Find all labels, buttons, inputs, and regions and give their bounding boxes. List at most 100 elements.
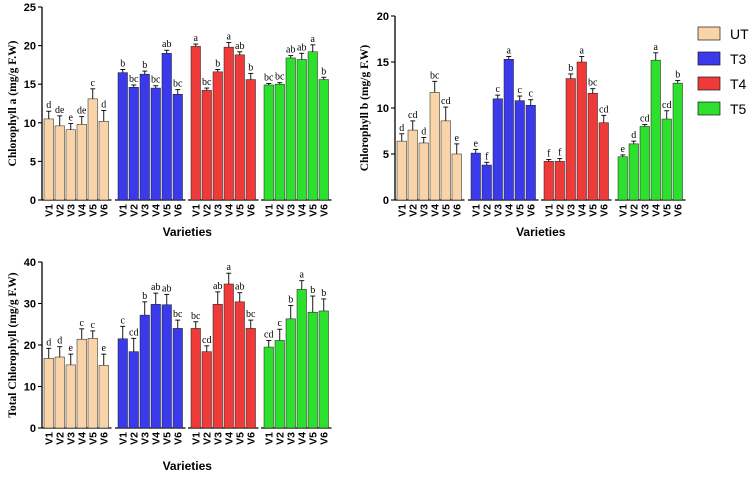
y-tick-label: 25 — [24, 2, 36, 14]
significance-letter: d — [421, 126, 426, 137]
x-tick-label: V5 — [87, 204, 99, 217]
bar-UT-V5 — [440, 120, 451, 201]
bar-T5-V5 — [307, 51, 318, 201]
bar-T4-V5 — [234, 54, 245, 201]
x-tick-label: V1 — [263, 432, 275, 445]
significance-letter: c — [518, 85, 523, 96]
y-tick-label: 10 — [24, 382, 36, 394]
x-tick-label: V4 — [576, 204, 588, 217]
significance-letter: f — [558, 148, 562, 159]
significance-letter: ab — [235, 41, 244, 52]
significance-letter: a — [227, 262, 232, 273]
significance-letter: e — [69, 343, 74, 354]
significance-letter: e — [621, 144, 626, 155]
significance-letter: cd — [441, 96, 450, 107]
bar-T5-V6 — [672, 82, 683, 201]
bar-UT-V2 — [407, 129, 418, 201]
bar-T4-V6 — [245, 79, 256, 201]
bar-T3-V4 — [150, 87, 161, 201]
y-tick-label: 5 — [30, 156, 36, 168]
x-tick-label: V5 — [234, 432, 246, 445]
significance-letter: bc — [430, 70, 440, 81]
significance-letter: ab — [151, 282, 160, 293]
y-tick-label: 15 — [24, 79, 36, 91]
x-tick-label: V6 — [172, 204, 184, 217]
significance-letter: de — [77, 106, 87, 117]
bar-T3-V2 — [128, 351, 139, 429]
significance-letter: c — [529, 89, 534, 100]
total-chlorophyll-chart: 010203040dV1dV2eV3cV4cV5eV6cV1cdV2bV3abV… — [7, 257, 332, 473]
x-tick-label: V4 — [223, 204, 235, 217]
bar-UT-V3 — [418, 142, 429, 201]
chlorophyll-b-chart: 05101520dV1cdV2dV3bcV4cdV5eV6eV1fV2cV3aV… — [359, 11, 686, 239]
x-tick-label: V1 — [43, 204, 55, 217]
bar-UT-V1 — [396, 140, 407, 201]
bar-T3-V4 — [503, 58, 514, 201]
significance-letter: a — [227, 32, 232, 43]
significance-letter: bc — [173, 79, 183, 90]
bar-T4-V6 — [598, 122, 609, 201]
x-tick-label: V5 — [87, 432, 99, 445]
significance-letter: bc — [264, 72, 274, 83]
significance-letter: b — [120, 59, 125, 70]
significance-letter: ab — [213, 281, 222, 292]
significance-letter: a — [300, 270, 305, 281]
bar-T3-V3 — [139, 73, 150, 201]
x-tick-label: V4 — [503, 204, 515, 217]
legend-swatch-T4 — [697, 76, 721, 91]
x-tick-label: V4 — [296, 432, 308, 445]
significance-letter: bc — [151, 75, 161, 86]
significance-letter: ab — [235, 282, 244, 293]
bar-UT-V4 — [76, 338, 87, 429]
bar-T3-V1 — [117, 338, 128, 429]
y-tick-label: 0 — [30, 195, 36, 207]
legend-swatch-T5 — [697, 101, 721, 116]
x-tick-label: V1 — [543, 204, 555, 217]
bar-UT-V5 — [87, 338, 98, 429]
bar-T4-V4 — [576, 61, 587, 201]
x-tick-label: V5 — [161, 204, 173, 217]
bar-T3-V5 — [161, 53, 172, 201]
bar-T5-V2 — [628, 143, 639, 201]
significance-letter: b — [142, 60, 147, 71]
bar-T4-V4 — [223, 46, 234, 201]
significance-letter: bc — [173, 309, 183, 320]
bar-T4-V5 — [587, 93, 598, 201]
significance-letter: b — [568, 63, 573, 74]
x-tick-label: V2 — [201, 432, 213, 445]
significance-letter: c — [80, 318, 85, 329]
x-tick-label: V6 — [672, 204, 684, 217]
bar-T5-V4 — [296, 59, 307, 201]
significance-letter: bc — [246, 309, 256, 320]
x-tick-label: V6 — [451, 204, 463, 217]
significance-letter: ab — [286, 45, 295, 56]
x-tick-label: V2 — [201, 204, 213, 217]
x-tick-label: V5 — [661, 204, 673, 217]
significance-letter: a — [580, 45, 585, 56]
significance-letter: cd — [662, 100, 671, 111]
bar-UT-V6 — [98, 121, 109, 201]
y-tick-label: 20 — [24, 340, 36, 352]
bar-T3-V6 — [172, 328, 183, 429]
x-tick-label: V3 — [65, 204, 77, 217]
significance-letter: b — [675, 69, 680, 80]
bar-UT-V2 — [54, 356, 65, 429]
bar-T3-V2 — [128, 87, 139, 201]
x-tick-label: V4 — [76, 204, 88, 217]
x-tick-label: V6 — [98, 204, 110, 217]
bar-UT-V1 — [43, 358, 54, 429]
bar-UT-V6 — [98, 365, 109, 429]
bar-T5-V4 — [296, 289, 307, 429]
bar-T5-V2 — [274, 83, 285, 201]
x-tick-label: V3 — [139, 204, 151, 217]
significance-letter: cd — [264, 329, 273, 340]
x-tick-label: V2 — [274, 204, 286, 217]
bar-T5-V4 — [650, 59, 661, 201]
bar-UT-V2 — [54, 125, 65, 201]
x-tick-label: V5 — [161, 432, 173, 445]
x-tick-label: V3 — [565, 204, 577, 217]
significance-letter: bc — [275, 72, 285, 83]
bar-T4-V1 — [543, 161, 554, 201]
significance-letter: b — [215, 59, 220, 70]
y-tick-label: 10 — [377, 103, 389, 115]
